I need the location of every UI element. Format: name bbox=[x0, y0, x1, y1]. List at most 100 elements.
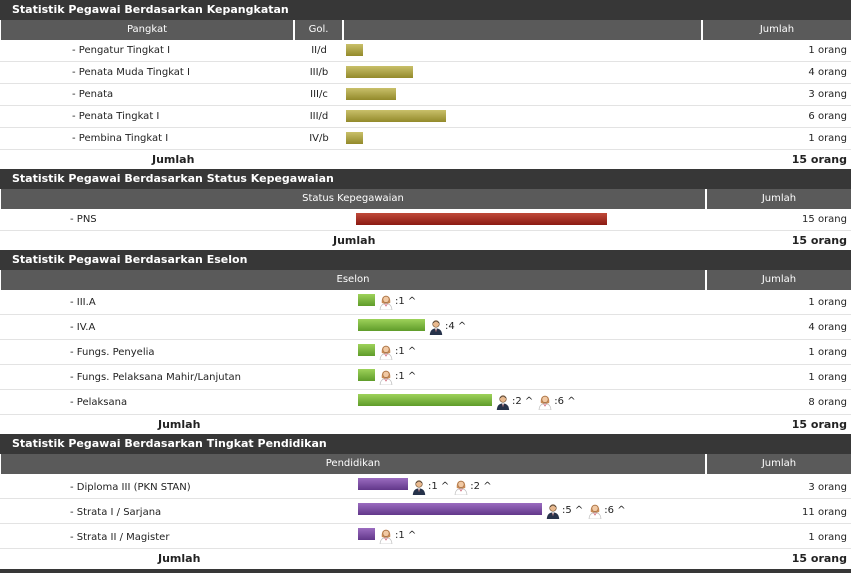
female-user-icon bbox=[378, 294, 394, 311]
total-value: 15 orang bbox=[791, 234, 847, 247]
row-label: - Pengatur Tingkat I bbox=[72, 45, 171, 56]
bar-strata-ii bbox=[358, 528, 375, 540]
male-user-icon bbox=[495, 394, 511, 410]
row-divider bbox=[0, 414, 851, 415]
table-header-pendidikan: Pendidikan Jumlah bbox=[0, 454, 851, 474]
section-title-eselon: Statistik Pegawai Berdasarkan Eselon bbox=[0, 250, 851, 270]
bar-iv-a bbox=[358, 319, 425, 331]
column-header-status: Status Kepegawaian bbox=[1, 189, 705, 209]
gender-count: :1 ^ bbox=[395, 346, 417, 357]
gender-count: :2 ^ bbox=[470, 481, 492, 492]
row-label: - Penata Muda Tingkat I bbox=[72, 67, 190, 78]
row-gol: III/c bbox=[310, 89, 328, 100]
row-gol: II/d bbox=[311, 45, 327, 56]
gender-count: :2 ^ bbox=[512, 396, 534, 407]
row-label: - Diploma III (PKN STAN) bbox=[70, 482, 191, 493]
gender-count: :1 ^ bbox=[428, 481, 450, 492]
section-title-kepangkatan: Statistik Pegawai Berdasarkan Kepangkata… bbox=[0, 0, 851, 20]
row-label: - Penata bbox=[72, 89, 114, 100]
bar-pns bbox=[356, 213, 607, 225]
row-count: 4 orang bbox=[808, 322, 847, 333]
gender-breakdown: :1 ^ bbox=[378, 528, 420, 545]
row-count: 3 orang bbox=[808, 482, 847, 493]
gender-breakdown: :5 ^ :6 ^ bbox=[545, 503, 630, 520]
female-user-icon bbox=[537, 394, 553, 411]
column-header-gol: Gol. bbox=[295, 20, 342, 40]
row-count: 3 orang bbox=[808, 89, 847, 100]
row-gol: III/b bbox=[309, 67, 329, 78]
female-user-icon bbox=[378, 528, 394, 545]
column-header-chart bbox=[344, 20, 701, 40]
female-user-icon bbox=[587, 503, 603, 520]
table-header-kepangkatan: Pangkat Gol. Jumlah bbox=[0, 20, 851, 40]
row-count: 1 orang bbox=[808, 532, 847, 543]
female-user-icon bbox=[378, 344, 394, 361]
gender-count: :5 ^ bbox=[562, 505, 584, 516]
male-user-icon bbox=[411, 479, 427, 495]
row-label: - Pelaksana bbox=[70, 397, 128, 408]
row-count: 1 orang bbox=[808, 372, 847, 383]
column-header-jumlah: Jumlah bbox=[707, 454, 851, 474]
row-divider bbox=[0, 364, 851, 365]
row-count: 8 orang bbox=[808, 397, 847, 408]
gender-breakdown: :1 ^ bbox=[378, 294, 420, 311]
gender-breakdown: :1 ^ bbox=[378, 344, 420, 361]
male-user-icon bbox=[428, 319, 444, 335]
row-count: 11 orang bbox=[802, 507, 847, 518]
gender-count: :6 ^ bbox=[604, 505, 626, 516]
row-count: 4 orang bbox=[808, 67, 847, 78]
gender-count: :4 ^ bbox=[445, 321, 467, 332]
total-label: Jumlah bbox=[158, 552, 201, 565]
male-user-icon bbox=[545, 503, 561, 519]
row-count: 6 orang bbox=[808, 111, 847, 122]
gender-count: :6 ^ bbox=[554, 396, 576, 407]
column-header-jumlah: Jumlah bbox=[703, 20, 851, 40]
bar-pengatur-tingkat-i bbox=[346, 44, 363, 56]
column-header-pendidikan: Pendidikan bbox=[1, 454, 705, 474]
bar-diploma-iii bbox=[358, 478, 408, 490]
total-label: Jumlah bbox=[333, 234, 376, 247]
gender-count: :1 ^ bbox=[395, 296, 417, 307]
total-label: Jumlah bbox=[152, 153, 195, 166]
table-header-status: Status Kepegawaian Jumlah bbox=[0, 189, 851, 209]
row-divider bbox=[0, 498, 851, 499]
section-divider bbox=[0, 569, 851, 573]
row-label: - IV.A bbox=[70, 322, 96, 333]
bar-pelaksana bbox=[358, 394, 492, 406]
bar-pembina-tingkat-i bbox=[346, 132, 363, 144]
row-divider bbox=[0, 389, 851, 390]
gender-breakdown: :1 ^ bbox=[378, 369, 420, 386]
row-count: 1 orang bbox=[808, 297, 847, 308]
row-gol: IV/b bbox=[309, 133, 329, 144]
total-label: Jumlah bbox=[158, 418, 201, 431]
column-header-jumlah: Jumlah bbox=[707, 270, 851, 290]
row-count: 1 orang bbox=[808, 347, 847, 358]
column-header-eselon: Eselon bbox=[1, 270, 705, 290]
row-label: - Fungs. Pelaksana Mahir/Lanjutan bbox=[70, 372, 241, 383]
column-header-jumlah: Jumlah bbox=[707, 189, 851, 209]
total-value: 15 orang bbox=[791, 418, 847, 431]
row-divider bbox=[0, 127, 851, 128]
bar-iii-a bbox=[358, 294, 375, 306]
total-value: 15 orang bbox=[791, 153, 847, 166]
row-label: - Strata I / Sarjana bbox=[70, 507, 162, 518]
gender-breakdown: :4 ^ bbox=[428, 319, 470, 335]
row-divider bbox=[0, 314, 851, 315]
female-user-icon bbox=[453, 479, 469, 496]
bar-fungs-penyelia bbox=[358, 344, 375, 356]
section-title-status-kepegawaian: Statistik Pegawai Berdasarkan Status Kep… bbox=[0, 169, 851, 189]
row-count: 1 orang bbox=[808, 133, 847, 144]
row-divider bbox=[0, 61, 851, 62]
row-divider bbox=[0, 230, 851, 231]
row-gol: III/d bbox=[309, 111, 329, 122]
gender-breakdown: :1 ^ :2 ^ bbox=[411, 479, 496, 496]
row-count: 1 orang bbox=[808, 45, 847, 56]
row-count: 15 orang bbox=[802, 214, 847, 225]
table-header-eselon: Eselon Jumlah bbox=[0, 270, 851, 290]
row-divider bbox=[0, 548, 851, 549]
total-value: 15 orang bbox=[791, 552, 847, 565]
row-divider bbox=[0, 83, 851, 84]
row-label: - III.A bbox=[70, 297, 96, 308]
bar-strata-i bbox=[358, 503, 542, 515]
row-divider bbox=[0, 149, 851, 150]
